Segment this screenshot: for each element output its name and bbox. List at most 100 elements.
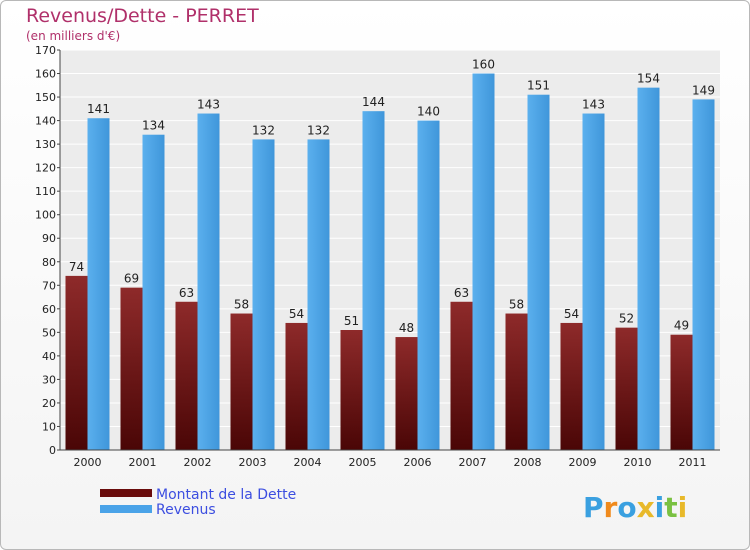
value-label-revenus-2004: 132 bbox=[307, 123, 330, 137]
y-tick-label: 170 bbox=[35, 44, 56, 57]
logo-letter: i bbox=[678, 491, 688, 524]
bar-debt-2003 bbox=[230, 313, 253, 450]
logo-letter: P bbox=[583, 491, 604, 524]
bars-group: 74 141 69 134 63 143 58 132 54 132 51 144 48 140 63 160… bbox=[65, 58, 715, 451]
legend: Montant de la Dette Revenus bbox=[100, 487, 296, 518]
logo-text: Proxiti bbox=[583, 491, 687, 524]
bar-revenus-2010 bbox=[637, 87, 660, 450]
bar-debt-2000 bbox=[65, 275, 88, 450]
value-label-debt-2003: 58 bbox=[234, 298, 249, 312]
x-tick-label-2006: 2006 bbox=[404, 456, 432, 469]
legend-swatch-debt bbox=[100, 489, 152, 497]
y-axis: 0 10 20 30 40 50 60 70 80 90 100 110 120 130 140 150 160… bbox=[35, 44, 61, 457]
value-label-debt-2001: 69 bbox=[124, 272, 139, 286]
value-label-debt-2006: 48 bbox=[399, 321, 414, 335]
x-tick-label-2010: 2010 bbox=[624, 456, 652, 469]
y-tick-label: 40 bbox=[42, 350, 56, 363]
x-tick-label-2004: 2004 bbox=[294, 456, 322, 469]
y-tick-label: 120 bbox=[35, 162, 56, 175]
y-tick-label: 100 bbox=[35, 209, 56, 222]
value-label-debt-2007: 63 bbox=[454, 286, 469, 300]
bar-revenus-2009 bbox=[582, 113, 605, 450]
value-label-revenus-2007: 160 bbox=[472, 58, 495, 72]
plot-background bbox=[60, 50, 720, 450]
logo-letter: x bbox=[637, 491, 655, 524]
bar-revenus-2001 bbox=[142, 134, 165, 451]
bar-revenus-2008 bbox=[527, 94, 550, 451]
value-label-debt-2008: 58 bbox=[509, 298, 524, 312]
bar-debt-2011 bbox=[670, 334, 693, 450]
y-tick-label: 60 bbox=[42, 303, 56, 316]
y-tick-label: 150 bbox=[35, 91, 56, 104]
logo-letter: o bbox=[617, 491, 636, 524]
y-tick-label: 90 bbox=[42, 232, 56, 245]
value-label-debt-2005: 51 bbox=[344, 314, 359, 328]
legend-label-revenus: Revenus bbox=[156, 502, 216, 518]
value-label-debt-2009: 54 bbox=[564, 307, 579, 321]
y-tick-label: 30 bbox=[42, 373, 56, 386]
bar-debt-2006 bbox=[395, 337, 418, 450]
y-tick-label: 160 bbox=[35, 68, 56, 81]
value-label-revenus-2002: 143 bbox=[197, 98, 220, 112]
value-label-debt-2010: 52 bbox=[619, 312, 634, 326]
legend-swatch-revenus bbox=[100, 505, 152, 513]
logo-letter: t bbox=[664, 491, 677, 524]
bar-debt-2007 bbox=[450, 301, 473, 450]
plot-area bbox=[60, 50, 720, 450]
y-tick-label: 50 bbox=[42, 326, 56, 339]
x-tick-label-2009: 2009 bbox=[569, 456, 597, 469]
y-tick-label: 110 bbox=[35, 185, 56, 198]
logo-letter: r bbox=[604, 491, 618, 524]
y-tick-label: 20 bbox=[42, 397, 56, 410]
bar-revenus-2011 bbox=[692, 99, 715, 450]
bar-revenus-2006 bbox=[417, 120, 440, 451]
chart-title: Revenus/Dette - PERRET bbox=[26, 5, 259, 27]
bar-revenus-2000 bbox=[87, 118, 110, 450]
bar-revenus-2003 bbox=[252, 139, 275, 451]
bar-debt-2008 bbox=[505, 313, 528, 450]
bar-revenus-2007 bbox=[472, 73, 495, 450]
bar-debt-2010 bbox=[615, 327, 638, 450]
value-label-revenus-2003: 132 bbox=[252, 123, 275, 137]
y-tick-label: 70 bbox=[42, 279, 56, 292]
value-label-revenus-2010: 154 bbox=[637, 72, 660, 86]
value-label-revenus-2001: 134 bbox=[142, 119, 165, 133]
value-label-debt-2004: 54 bbox=[289, 307, 304, 321]
bar-revenus-2002 bbox=[197, 113, 220, 450]
x-tick-label-2005: 2005 bbox=[349, 456, 377, 469]
value-label-revenus-2006: 140 bbox=[417, 105, 440, 119]
value-label-revenus-2011: 149 bbox=[692, 83, 715, 97]
bar-debt-2009 bbox=[560, 322, 583, 450]
grid-lines bbox=[60, 49, 720, 451]
chart-subtitle: (en milliers d'€) bbox=[26, 29, 120, 43]
bar-revenus-2004 bbox=[307, 139, 330, 451]
value-label-revenus-2005: 144 bbox=[362, 95, 385, 109]
bar-debt-2005 bbox=[340, 330, 363, 450]
x-axis: 2000 2001 2002 2003 2004 2005 2006 2007 2008 2009… bbox=[60, 449, 720, 469]
y-tick-label: 10 bbox=[42, 420, 56, 433]
value-label-debt-2000: 74 bbox=[69, 260, 84, 274]
x-tick-label-2007: 2007 bbox=[459, 456, 487, 469]
proxiti-logo: Proxiti bbox=[583, 491, 687, 524]
x-tick-label-2000: 2000 bbox=[74, 456, 102, 469]
x-tick-label-2008: 2008 bbox=[514, 456, 542, 469]
x-tick-label-2001: 2001 bbox=[129, 456, 157, 469]
bar-debt-2001 bbox=[120, 287, 143, 450]
x-tick-label-2002: 2002 bbox=[184, 456, 212, 469]
value-label-revenus-2009: 143 bbox=[582, 98, 605, 112]
y-tick-label: 140 bbox=[35, 115, 56, 128]
y-tick-label: 0 bbox=[49, 444, 56, 457]
value-label-debt-2011: 49 bbox=[674, 319, 689, 333]
y-tick-label: 80 bbox=[42, 256, 56, 269]
legend-label-debt: Montant de la Dette bbox=[156, 487, 296, 503]
logo-letter: i bbox=[655, 491, 665, 524]
bar-debt-2004 bbox=[285, 322, 308, 450]
value-label-revenus-2000: 141 bbox=[87, 102, 110, 116]
bar-debt-2002 bbox=[175, 301, 198, 450]
bar-revenus-2005 bbox=[362, 111, 385, 451]
value-label-debt-2002: 63 bbox=[179, 286, 194, 300]
x-tick-label-2003: 2003 bbox=[239, 456, 267, 469]
y-tick-label: 130 bbox=[35, 138, 56, 151]
value-label-revenus-2008: 151 bbox=[527, 79, 550, 93]
